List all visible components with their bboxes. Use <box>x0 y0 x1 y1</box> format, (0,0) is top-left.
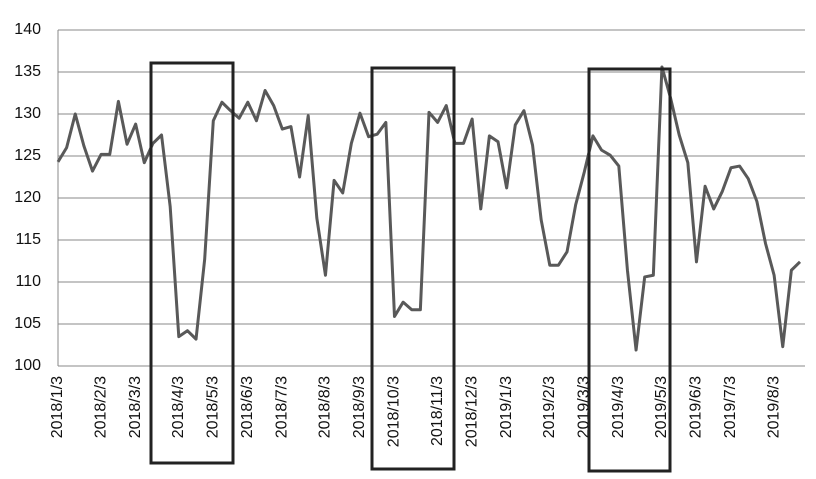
y-tick-label: 100 <box>14 357 41 374</box>
y-tick-label: 140 <box>14 21 41 38</box>
x-tick-label: 2018/3/3 <box>127 376 144 438</box>
x-tick-label: 2018/7/3 <box>274 376 291 438</box>
x-tick-label: 2018/11/3 <box>429 376 446 446</box>
x-tick-label: 2018/5/3 <box>205 376 222 438</box>
x-tick-label: 2018/8/3 <box>317 376 334 438</box>
x-tick-label: 2018/1/3 <box>49 376 66 438</box>
y-tick-label: 120 <box>14 189 41 206</box>
x-tick-label: 2019/5/3 <box>653 376 670 438</box>
highlight-box <box>587 67 672 473</box>
x-tick-label: 2018/12/3 <box>463 376 480 447</box>
x-tick-label: 2018/6/3 <box>239 376 256 438</box>
y-tick-label: 135 <box>14 63 41 80</box>
y-tick-label: 105 <box>14 315 41 332</box>
x-tick-label: 2018/9/3 <box>351 376 368 438</box>
x-tick-label: 2019/6/3 <box>688 376 705 438</box>
x-tick-label: 2019/8/3 <box>765 376 782 438</box>
y-tick-label: 125 <box>14 147 41 164</box>
highlight-box <box>149 61 235 465</box>
y-tick-label: 110 <box>15 273 41 290</box>
highlight-box <box>370 66 456 471</box>
x-tick-label: 2019/4/3 <box>610 376 627 438</box>
x-tick-label: 2018/10/3 <box>386 376 403 447</box>
y-tick-label: 130 <box>14 105 41 122</box>
x-tick-label: 2019/2/3 <box>541 376 558 438</box>
x-tick-label: 2018/4/3 <box>170 376 187 438</box>
x-tick-label: 2018/2/3 <box>92 376 109 438</box>
x-tick-label: 2019/7/3 <box>722 376 739 438</box>
y-tick-label: 115 <box>15 231 41 248</box>
data-line <box>56 65 802 352</box>
x-tick-label: 2019/1/3 <box>498 376 515 438</box>
